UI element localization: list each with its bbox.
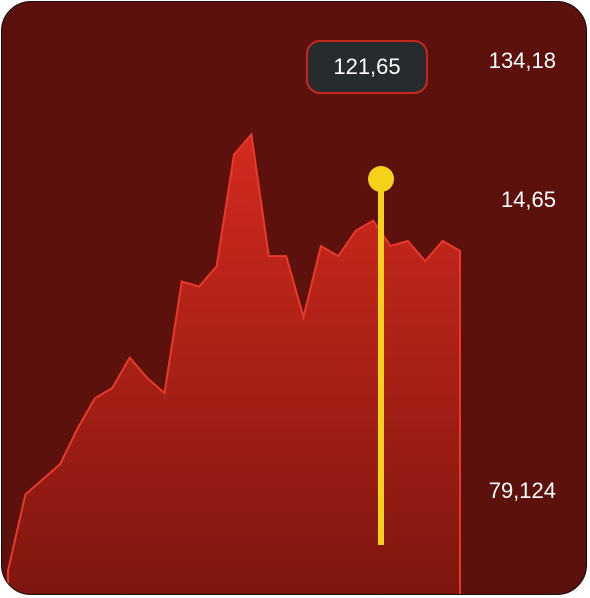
y-axis-label: 134,18: [488, 48, 556, 73]
y-axis-label: 79,124: [488, 478, 556, 503]
value-tooltip: 121,65: [306, 40, 428, 94]
cursor-dot[interactable]: [368, 166, 394, 192]
series-area: [7, 132, 461, 594]
y-axis-label: 14,65: [500, 187, 556, 212]
